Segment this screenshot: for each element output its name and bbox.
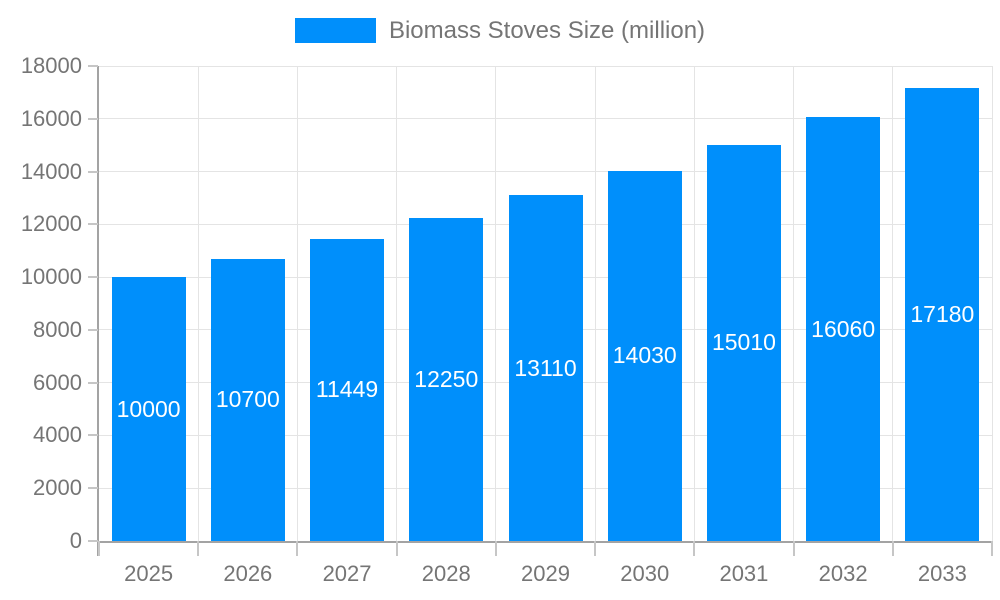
y-axis-tick bbox=[88, 434, 98, 437]
bar[interactable]: 13110 bbox=[508, 195, 583, 541]
x-gridline bbox=[594, 66, 596, 541]
y-axis-label: 8000 bbox=[33, 316, 82, 342]
x-axis-label: 2033 bbox=[917, 561, 967, 586]
bar[interactable]: 16060 bbox=[806, 117, 881, 541]
y-axis-tick bbox=[88, 65, 98, 67]
x-axis-label: 2025 bbox=[124, 561, 174, 586]
y-axis-tick bbox=[88, 540, 98, 542]
x-axis-label: 2030 bbox=[620, 561, 670, 586]
y-axis-label: 6000 bbox=[33, 369, 82, 395]
y-axis-tick bbox=[88, 276, 98, 279]
legend[interactable]: Biomass Stoves Size (million) bbox=[0, 18, 1000, 43]
y-axis-tick bbox=[88, 117, 98, 120]
y-axis-label: 2000 bbox=[33, 475, 82, 501]
bar-value-label: 13110 bbox=[514, 354, 577, 381]
x-axis-tick bbox=[594, 541, 597, 556]
y-axis-label: 18000 bbox=[20, 53, 82, 78]
bar-value-label: 10000 bbox=[116, 395, 181, 422]
y-axis-label: 16000 bbox=[20, 105, 82, 131]
bar[interactable]: 10000 bbox=[111, 277, 186, 541]
bar[interactable]: 15010 bbox=[706, 144, 781, 541]
x-axis-label: 2028 bbox=[421, 561, 471, 586]
y-gridline bbox=[99, 65, 992, 67]
x-axis-label: 2026 bbox=[223, 561, 273, 586]
bar[interactable]: 10700 bbox=[210, 258, 285, 541]
bar[interactable]: 12250 bbox=[409, 217, 484, 541]
x-axis-label: 2031 bbox=[719, 561, 769, 586]
x-gridline bbox=[197, 66, 199, 541]
x-axis-tick bbox=[395, 541, 398, 556]
y-axis-label: 10000 bbox=[20, 264, 82, 290]
x-axis-tick bbox=[991, 541, 993, 556]
y-axis-label: 0 bbox=[69, 528, 82, 553]
y-gridline bbox=[99, 171, 992, 173]
plot-area: 10000 10700 11449 12250 13110 14030 15010 16060… bbox=[21, 53, 993, 586]
bar[interactable]: 11449 bbox=[310, 238, 385, 541]
x-axis-tick bbox=[693, 541, 696, 556]
legend-label: Biomass Stoves Size (million) bbox=[388, 17, 706, 44]
bar-value-label: 10700 bbox=[215, 386, 280, 413]
x-axis-tick bbox=[891, 541, 894, 556]
x-axis-line bbox=[97, 541, 992, 543]
x-axis-label: 2032 bbox=[818, 561, 868, 586]
y-axis-line bbox=[97, 66, 99, 556]
x-gridline bbox=[396, 66, 398, 541]
y-axis-tick bbox=[88, 381, 98, 384]
y-axis-label: 12000 bbox=[20, 211, 82, 237]
y-gridline bbox=[99, 118, 992, 120]
bar-value-label: 17180 bbox=[910, 300, 975, 327]
bar[interactable]: 17180 bbox=[905, 87, 980, 541]
bar[interactable]: 14030 bbox=[607, 170, 682, 541]
y-axis-tick bbox=[88, 223, 98, 226]
x-axis-tick bbox=[98, 541, 100, 556]
x-gridline bbox=[296, 66, 298, 541]
x-gridline bbox=[793, 66, 795, 541]
bar-value-label: 14030 bbox=[612, 342, 677, 369]
y-axis-tick bbox=[88, 487, 98, 490]
x-axis-tick bbox=[197, 541, 200, 556]
x-gridline bbox=[693, 66, 695, 541]
x-axis-tick bbox=[494, 541, 497, 556]
x-gridline bbox=[991, 66, 993, 541]
x-axis-tick bbox=[792, 541, 795, 556]
legend-swatch[interactable] bbox=[294, 18, 376, 43]
x-axis-tick bbox=[296, 541, 299, 556]
x-axis-label: 2029 bbox=[521, 561, 570, 586]
y-axis-tick bbox=[88, 170, 98, 173]
y-axis-tick bbox=[88, 328, 98, 331]
y-axis-label: 4000 bbox=[33, 422, 82, 448]
bar-value-label: 16060 bbox=[811, 315, 876, 342]
x-axis-label: 2027 bbox=[322, 561, 372, 586]
bar-value-label: 15010 bbox=[711, 329, 776, 356]
x-gridline bbox=[495, 66, 497, 541]
x-gridline bbox=[892, 66, 894, 541]
bar-value-label: 11449 bbox=[315, 376, 379, 403]
bar-value-label: 12250 bbox=[414, 365, 479, 392]
y-axis-label: 14000 bbox=[20, 158, 82, 184]
